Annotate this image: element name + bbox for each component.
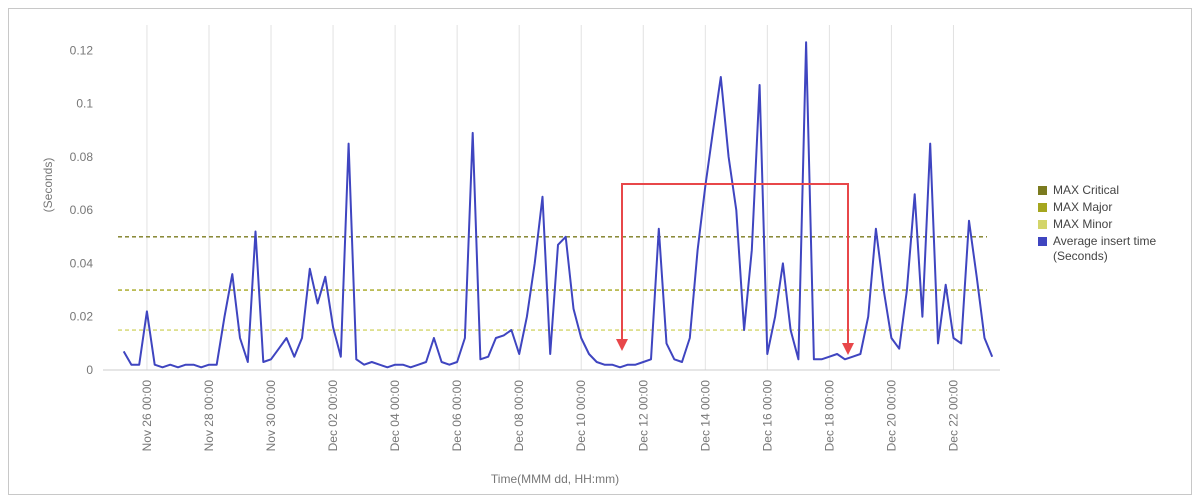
x-tick-label: Nov 26 00:00 [140, 380, 154, 452]
x-tick-label: Dec 14 00:00 [698, 380, 712, 452]
y-tick-label: 0.1 [76, 97, 93, 111]
x-tick-label: Dec 18 00:00 [822, 380, 836, 452]
y-tick-label: 0.08 [70, 150, 94, 164]
x-tick-label: Dec 04 00:00 [388, 380, 402, 452]
x-axis-title: Time(MMM dd, HH:mm) [491, 472, 619, 486]
y-tick-label: 0.06 [70, 203, 94, 217]
y-axis-title: (Seconds) [41, 158, 55, 213]
x-tick-label: Nov 30 00:00 [264, 380, 278, 452]
x-tick-label: Dec 16 00:00 [760, 380, 774, 452]
legend-item[interactable]: MAX Critical [1038, 183, 1178, 198]
x-tick-label: Dec 08 00:00 [512, 380, 526, 452]
plot: 0 0.02 0.04 0.06 0.08 0.1 0.12 Nov 26 00:00 Nov … [70, 25, 1000, 451]
annotation-arrows [616, 183, 854, 355]
y-tick-label: 0 [86, 363, 93, 377]
legend-label: Average insert time (Seconds) [1053, 234, 1157, 263]
legend-swatch [1038, 237, 1047, 246]
legend-item[interactable]: MAX Minor [1038, 217, 1178, 232]
x-tick-label: Dec 22 00:00 [946, 380, 960, 452]
x-tick-label: Dec 12 00:00 [636, 380, 650, 452]
frame [8, 8, 1192, 495]
x-tick-label: Dec 10 00:00 [574, 380, 588, 452]
data-line [122, 41, 994, 369]
legend-label: MAX Minor [1053, 217, 1113, 231]
legend: MAX Critical MAX Major MAX Minor Average in… [1038, 183, 1178, 266]
legend-swatch [1038, 186, 1047, 195]
legend-item[interactable]: Average insert time (Seconds) [1038, 234, 1178, 264]
legend-item[interactable]: MAX Major [1038, 200, 1178, 215]
x-tick-label: Dec 20 00:00 [884, 380, 898, 452]
y-tick-label: 0.04 [70, 256, 94, 270]
legend-swatch [1038, 203, 1047, 212]
y-tick-label: 0.12 [70, 43, 94, 57]
legend-swatch [1038, 220, 1047, 229]
arrow-head [842, 343, 854, 355]
arrow-bracket [621, 183, 849, 344]
x-tick-label: Dec 02 00:00 [326, 380, 340, 452]
x-tick-label: Nov 28 00:00 [202, 380, 216, 452]
legend-label: MAX Critical [1053, 183, 1120, 197]
x-tick-label: Dec 06 00:00 [450, 380, 464, 452]
arrow-head [616, 339, 628, 351]
legend-label: MAX Major [1053, 200, 1113, 214]
y-tick-label: 0.02 [70, 310, 94, 324]
